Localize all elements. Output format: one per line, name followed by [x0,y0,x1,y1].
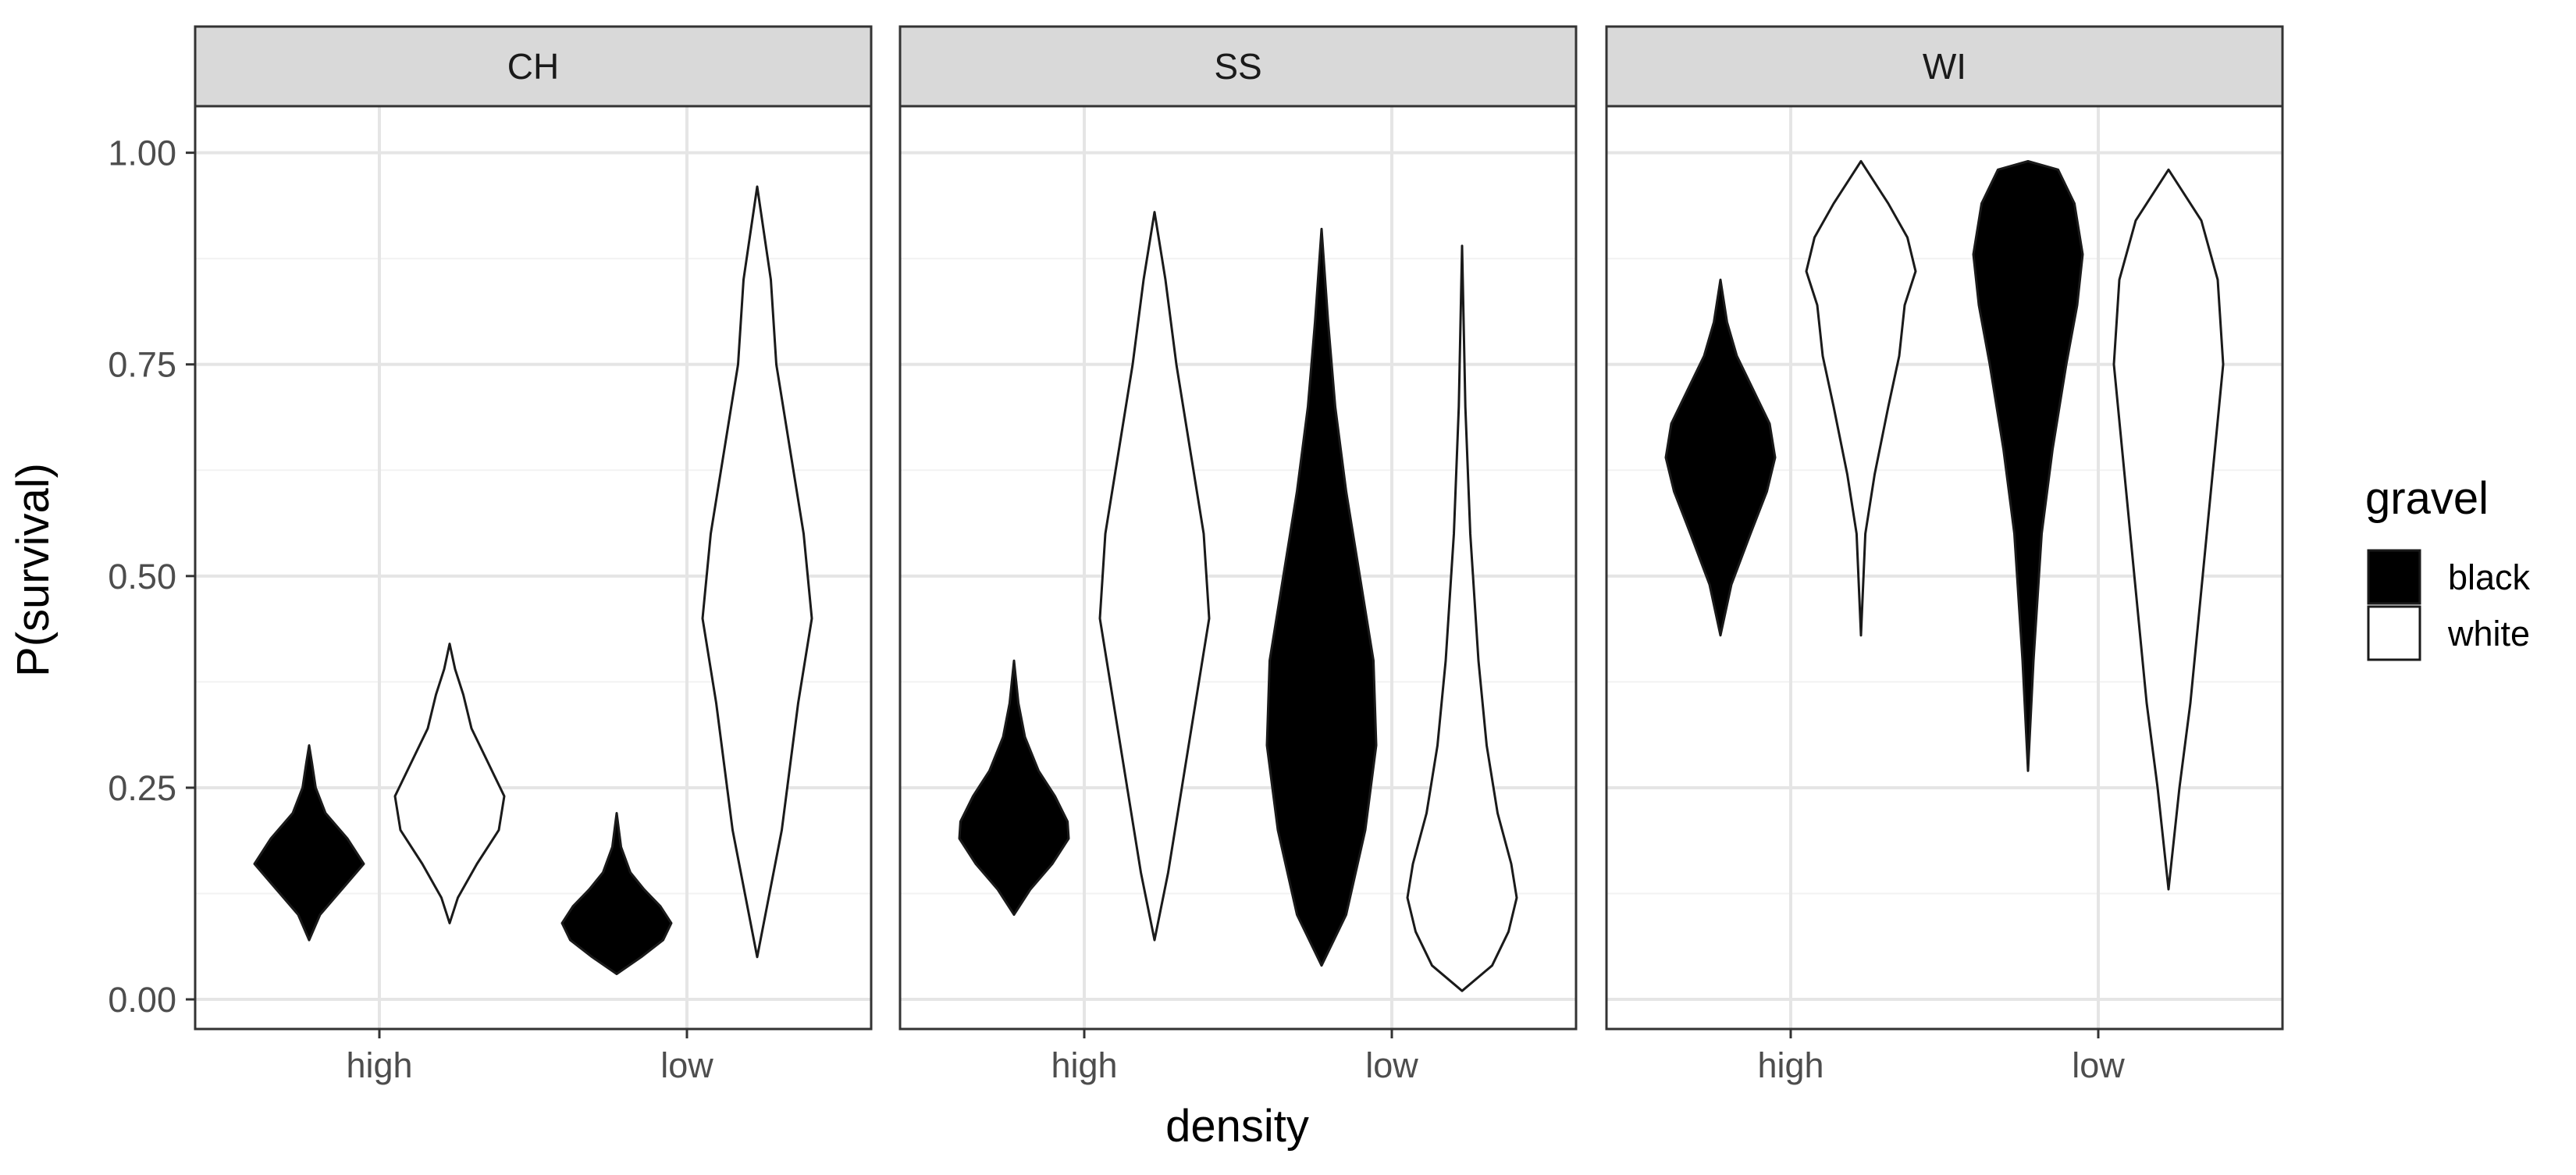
legend-key-white [2367,605,2421,661]
facet-strip [1605,25,2284,108]
legend: gravel black white [2365,473,2531,661]
violin-wi-high-white [1805,160,1917,637]
violin-ch-high-black [253,744,365,942]
legend-key-black [2367,549,2421,605]
legend-label-white: white [2447,614,2530,653]
y-tick-label: 0.75 [108,345,176,385]
x-tick-label: high [1051,1045,1117,1085]
y-axis: 0.00 0.25 0.50 0.75 1.00 [108,134,195,1020]
violin-wi-high-black [1664,278,1777,637]
x-axis-title: density [1165,1101,1309,1152]
x-tick-label: high [346,1045,412,1085]
legend-title: gravel [2365,473,2489,524]
facet-strip [898,25,1578,108]
facet-strip-label: WI [1923,46,1966,87]
x-tick-label: high [1757,1045,1823,1085]
violin-ch-low-black [560,812,673,975]
violin-ch-low-white [701,185,813,959]
violin-wi-low-white [2112,168,2225,891]
x-tick-label: low [1365,1045,1418,1085]
violin-ch-high-white [393,643,506,924]
facet-panel-ch: CH high low [194,25,873,1085]
facet-panel-ss: SS high low [898,25,1578,1085]
y-tick-label: 0.25 [108,768,176,808]
violin-ss-high-black [958,659,1070,917]
facet-strip [194,25,873,108]
x-tick-label: low [660,1045,713,1085]
y-tick-label: 1.00 [108,134,176,173]
y-tick-label: 0.00 [108,980,176,1020]
violin-ss-low-black [1265,227,1378,967]
y-axis-title: P(survival) [8,463,59,677]
facet-panels: CH high low SS high low WI high low [194,25,2284,1085]
y-tick-label: 0.50 [108,557,176,596]
legend-label-black: black [2448,557,2531,597]
x-tick-label: low [2072,1045,2125,1085]
facet-strip-label: SS [1214,46,1261,87]
facet-strip-label: CH [507,46,559,87]
facet-panel-wi: WI high low [1605,25,2284,1085]
violin-ss-high-white [1098,211,1211,942]
violin-wi-low-black [1972,160,2084,772]
violin-ss-low-white [1406,244,1518,992]
